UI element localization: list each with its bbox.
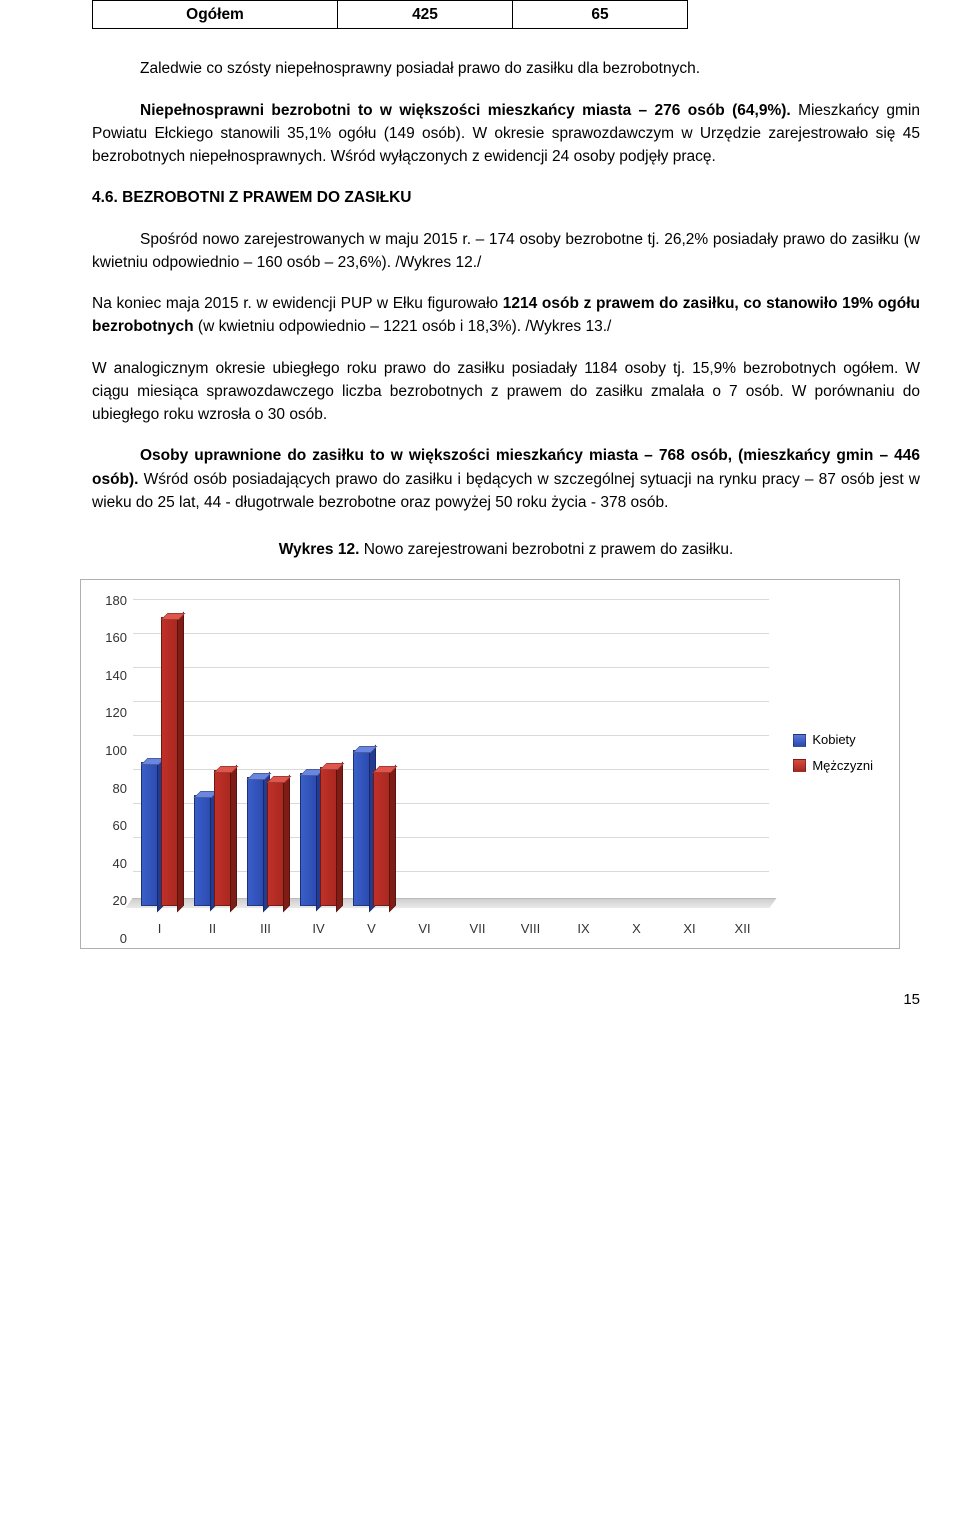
y-tick-label: 0 (120, 929, 127, 949)
legend-label-mezczyzni: Mężczyzni (812, 756, 873, 776)
month-group (451, 600, 504, 906)
p2-bold: Niepełnosprawni bezrobotni to w większoś… (140, 102, 798, 119)
y-tick-label: 160 (105, 628, 127, 648)
chart-title-rest: Nowo zarejestrowani bezrobotni z prawem … (359, 541, 733, 558)
summary-val2: 65 (513, 1, 688, 29)
x-tick-label: XI (663, 919, 716, 939)
month-group (610, 600, 663, 906)
legend: Kobiety Mężczyzni (793, 730, 873, 781)
month-group (133, 600, 186, 906)
x-tick-label: IV (292, 919, 345, 939)
bar-k (300, 773, 318, 905)
legend-swatch-mezczyzni (793, 759, 806, 772)
y-tick-label: 100 (105, 741, 127, 761)
month-group (716, 600, 769, 906)
y-tick-label: 140 (105, 666, 127, 686)
paragraph-4: Na koniec maja 2015 r. w ewidencji PUP w… (92, 292, 920, 339)
month-group (557, 600, 610, 906)
paragraph-3: Spośród nowo zarejestrowanych w maju 201… (92, 228, 920, 275)
x-tick-label: VIII (504, 919, 557, 939)
x-tick-label: I (133, 919, 186, 939)
legend-label-kobiety: Kobiety (812, 730, 855, 750)
x-tick-label: IX (557, 919, 610, 939)
legend-item-mezczyzni: Mężczyzni (793, 756, 873, 776)
bar-m (214, 770, 232, 906)
table-row: Ogółem 425 65 (93, 1, 688, 29)
month-group (186, 600, 239, 906)
y-tick-label: 60 (113, 816, 127, 836)
x-tick-label: III (239, 919, 292, 939)
bar-k (353, 750, 371, 906)
bar-m (373, 770, 391, 906)
bar-chart: 020406080100120140160180 IIIIIIIVVVIVIIV… (80, 579, 900, 949)
bar-m (161, 617, 179, 906)
p4c: (w kwietniu odpowiednio – 1221 osób i 18… (198, 318, 611, 335)
legend-item-kobiety: Kobiety (793, 730, 873, 750)
summary-table: Ogółem 425 65 (92, 0, 688, 29)
bar-k (194, 795, 212, 905)
month-group (292, 600, 345, 906)
section-heading: 4.6. BEZROBOTNI Z PRAWEM DO ZASIŁKU (92, 186, 920, 209)
month-group (345, 600, 398, 906)
summary-label: Ogółem (93, 1, 338, 29)
y-axis-labels: 020406080100120140160180 (93, 600, 133, 938)
p4a: Na koniec maja 2015 r. w ewidencji PUP w… (92, 295, 503, 312)
bars-container (133, 600, 769, 906)
paragraph-1: Zaledwie co szósty niepełnosprawny posia… (92, 57, 920, 80)
bar-m (320, 767, 338, 906)
x-tick-label: XII (716, 919, 769, 939)
paragraph-2: Niepełnosprawni bezrobotni to w większoś… (92, 99, 920, 169)
bar-m (267, 780, 285, 906)
x-tick-label: VI (398, 919, 451, 939)
paragraph-6: Osoby uprawnione do zasiłku to w większo… (92, 444, 920, 514)
y-tick-label: 40 (113, 853, 127, 873)
bar-k (141, 762, 159, 906)
month-group (398, 600, 451, 906)
x-tick-label: II (186, 919, 239, 939)
month-group (239, 600, 292, 906)
bar-k (247, 777, 265, 906)
month-group (663, 600, 716, 906)
x-tick-label: V (345, 919, 398, 939)
chart-title-bold: Wykres 12. (279, 541, 360, 558)
page-number: 15 (92, 989, 920, 1012)
chart-title: Wykres 12. Nowo zarejestrowani bezrobotn… (92, 538, 920, 561)
x-axis-labels: IIIIIIIVVVIVIIVIIIIXXXIXII (133, 919, 769, 939)
y-tick-label: 80 (113, 778, 127, 798)
plot-area (133, 600, 769, 907)
month-group (504, 600, 557, 906)
summary-val1: 425 (338, 1, 513, 29)
p6b: Wśród osób posiadających prawo do zasiłk… (92, 471, 920, 511)
x-tick-label: X (610, 919, 663, 939)
paragraph-5: W analogicznym okresie ubiegłego roku pr… (92, 357, 920, 427)
x-tick-label: VII (451, 919, 504, 939)
legend-swatch-kobiety (793, 734, 806, 747)
y-tick-label: 120 (105, 703, 127, 723)
y-tick-label: 180 (105, 591, 127, 611)
